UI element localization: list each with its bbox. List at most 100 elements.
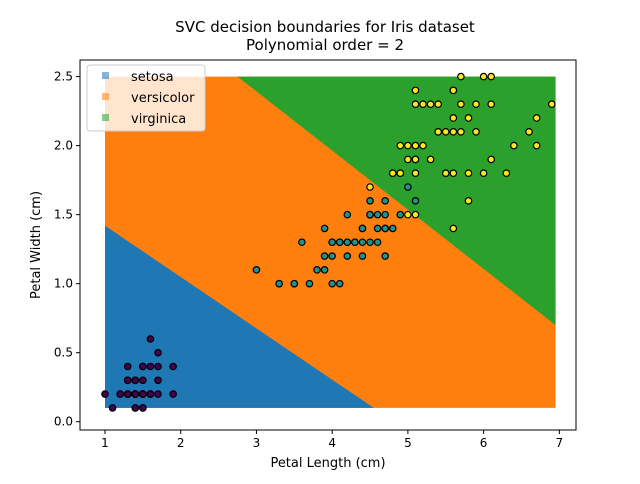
point-versicolor: [335, 279, 344, 288]
x-tick-label: 7: [556, 436, 564, 450]
point-versicolor: [328, 252, 336, 260]
y-axis-label: Petal Width (cm): [29, 191, 44, 299]
point-virginica: [449, 169, 458, 178]
point-virginica: [525, 127, 533, 136]
point-virginica: [449, 127, 458, 136]
point-versicolor: [320, 224, 329, 233]
point-setosa: [123, 376, 132, 385]
point-setosa: [146, 335, 155, 343]
point-setosa: [169, 390, 177, 398]
y-tick-label: 1.5: [54, 208, 73, 222]
chart-title: SVC decision boundaries for Iris dataset: [175, 18, 475, 36]
x-tick-label: 5: [404, 436, 412, 450]
y-tick-label: 2.5: [54, 70, 73, 84]
x-tick-label: 3: [253, 436, 261, 450]
point-virginica: [464, 197, 473, 205]
point-virginica: [396, 169, 405, 178]
point-setosa: [154, 376, 162, 385]
point-versicolor: [404, 183, 412, 191]
legend-swatch-setosa: [102, 72, 109, 79]
point-versicolor: [381, 197, 389, 205]
point-setosa: [108, 404, 117, 412]
point-virginica: [457, 100, 465, 108]
point-setosa: [146, 390, 155, 398]
point-versicolor: [358, 238, 367, 247]
point-virginica: [404, 141, 412, 150]
point-versicolor: [381, 210, 389, 219]
point-virginica: [510, 141, 518, 150]
point-setosa: [131, 376, 140, 385]
point-setosa: [131, 390, 140, 398]
point-virginica: [532, 141, 541, 150]
y-tick-label: 0.5: [54, 346, 73, 360]
point-versicolor: [298, 238, 306, 247]
point-versicolor: [381, 224, 389, 233]
plot-frame: [79, 59, 577, 431]
region-setosa: [104, 225, 374, 408]
legend: setosa versicolor virginica: [86, 64, 206, 132]
x-tick-label: 1: [101, 436, 109, 450]
point-setosa: [146, 362, 155, 371]
point-virginica: [457, 127, 465, 136]
point-versicolor: [313, 266, 321, 274]
point-setosa: [139, 362, 147, 371]
point-virginica: [411, 141, 420, 150]
x-axis-label: Petal Length (cm): [270, 456, 385, 471]
point-setosa: [154, 362, 162, 371]
point-versicolor: [290, 279, 299, 288]
point-virginica: [449, 114, 458, 122]
point-versicolor: [252, 266, 261, 274]
point-virginica: [464, 169, 473, 178]
point-versicolor: [335, 238, 344, 247]
point-versicolor: [305, 279, 314, 288]
point-versicolor: [343, 238, 352, 247]
point-setosa: [169, 362, 177, 371]
point-virginica: [411, 86, 420, 95]
point-virginica: [449, 224, 458, 233]
chart-subtitle: Polynomial order = 2: [246, 36, 404, 54]
y-axis: 0.0 0.5 1.0 1.5 2.0 2.5: [54, 70, 80, 429]
point-virginica: [419, 141, 427, 150]
point-virginica: [487, 155, 495, 164]
point-versicolor: [396, 210, 405, 219]
point-virginica: [366, 183, 374, 191]
point-versicolor: [328, 238, 336, 247]
x-tick-label: 6: [480, 436, 488, 450]
point-setosa: [154, 348, 162, 357]
point-virginica: [434, 100, 442, 108]
point-virginica: [441, 127, 450, 136]
point-virginica: [388, 169, 397, 178]
point-virginica: [479, 169, 488, 178]
point-virginica: [404, 155, 412, 164]
point-virginica: [487, 72, 495, 81]
point-virginica: [472, 100, 480, 108]
point-versicolor: [373, 224, 382, 233]
point-virginica: [464, 114, 473, 122]
legend-label: setosa: [131, 70, 174, 85]
x-axis: 1 2 3 4 5 6 7: [101, 430, 563, 450]
point-virginica: [532, 114, 541, 122]
point-versicolor: [373, 210, 382, 219]
point-versicolor: [351, 238, 359, 247]
point-versicolor: [320, 252, 329, 260]
point-setosa: [123, 390, 132, 398]
point-versicolor: [343, 210, 352, 219]
point-virginica: [441, 169, 450, 178]
point-virginica: [411, 100, 420, 108]
region-virginica: [237, 76, 556, 326]
point-versicolor: [381, 252, 389, 260]
point-setosa: [131, 404, 140, 412]
point-virginica: [404, 210, 412, 219]
point-virginica: [457, 72, 465, 81]
y-tick-label: 2.0: [54, 139, 73, 153]
point-setosa: [154, 390, 162, 398]
point-versicolor: [373, 238, 382, 247]
point-versicolor: [358, 224, 367, 233]
point-versicolor: [328, 279, 336, 288]
point-virginica: [419, 100, 427, 108]
point-versicolor: [320, 266, 329, 274]
point-versicolor: [275, 279, 283, 288]
point-setosa: [139, 390, 147, 398]
point-virginica: [547, 100, 556, 108]
point-virginica: [449, 86, 458, 95]
